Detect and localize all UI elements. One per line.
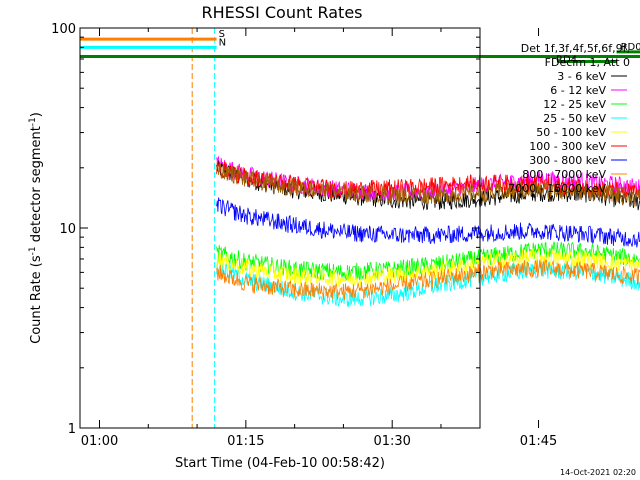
y-tick-label: 1 [68, 422, 76, 437]
series-line [216, 197, 640, 248]
series-line [216, 258, 640, 308]
series-line [216, 258, 640, 301]
legend-entry-label: 7000 - 15000 keV [508, 182, 606, 195]
flag-label: N [219, 37, 226, 48]
legend-header: FDecim 1, Att 0 [545, 56, 630, 69]
y-axis: 1 10 100 [51, 22, 480, 437]
x-tick-label: 01:30 [373, 434, 410, 449]
x-tick-label: 01:45 [520, 434, 557, 449]
y-axis-label: Count Rate (s-1 detector segment-1) [28, 112, 44, 344]
legend-entry-label: 12 - 25 keV [543, 98, 606, 111]
x-tick-label: 01:15 [227, 434, 264, 449]
legend: Det 1f,3f,4f,5f,6f,9f,FDecim 1, Att 03 -… [508, 42, 630, 195]
chart-title: RHESSI Count Rates [202, 3, 363, 22]
x-axis-label: Start Time (04-Feb-10 00:58:42) [175, 456, 385, 471]
x-tick-label: 01:00 [81, 434, 118, 449]
footer-timestamp: 14-Oct-2021 02:20 [560, 468, 636, 477]
legend-header: Det 1f,3f,4f,5f,6f,9f, [521, 42, 630, 55]
y-tick-label: 100 [51, 22, 76, 37]
series-line [216, 163, 640, 208]
legend-entry-label: 800 - 7000 keV [522, 168, 606, 181]
y-tick-label: 10 [59, 222, 76, 237]
legend-entry-label: 300 - 800 keV [529, 154, 606, 167]
legend-entry-label: 100 - 300 keV [529, 140, 606, 153]
series-line [216, 160, 640, 201]
plot-area: SN RD0 RD4 [79, 28, 640, 428]
legend-entry-label: 6 - 12 keV [550, 84, 606, 97]
flag-label: RD4 [556, 54, 577, 65]
legend-entry-label: 25 - 50 keV [543, 112, 606, 125]
flag-label: RD0 [621, 42, 640, 53]
series-line [216, 247, 640, 288]
legend-entry-label: 50 - 100 keV [536, 126, 606, 139]
plot-frame [79, 27, 481, 429]
legend-entry-label: 3 - 6 keV [557, 70, 606, 83]
flag-label: S [219, 29, 225, 40]
